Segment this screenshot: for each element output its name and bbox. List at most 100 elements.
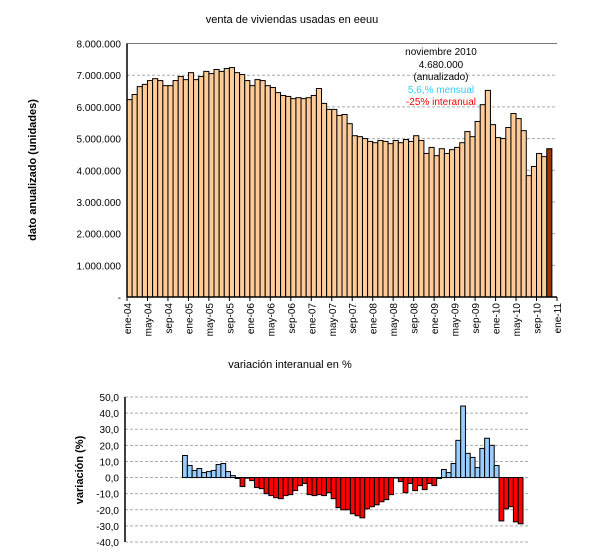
bar [417,477,423,487]
bar [162,85,169,298]
bar [369,477,375,508]
bar [131,94,138,298]
y-tick-label: -40,0 [96,538,119,549]
bar [269,87,276,298]
bar [449,149,456,298]
bar [274,92,282,298]
x-tick-label: sep-04 [164,303,175,334]
bar [438,148,445,298]
bar [388,477,395,496]
y-tick-label: 10,0 [100,457,120,468]
y-tick-label: - [118,293,121,304]
bar [187,72,195,298]
bar [198,75,205,298]
bar [489,124,497,298]
bar [177,75,184,298]
annotation-yearly: -25% interanual [406,97,476,108]
bar [361,138,369,298]
y-tick-label: 5.000.000 [77,135,122,146]
bar [341,113,348,298]
bar [479,447,486,479]
bar [345,477,351,511]
bar [136,86,143,298]
bar [285,95,292,298]
bar [282,477,289,497]
bar [484,437,490,479]
bar [351,135,358,298]
bar [234,477,241,480]
bar [455,439,462,479]
bar [349,477,356,515]
bar [228,67,235,298]
annotation-line-3: (anualizado) [413,72,468,83]
bar [517,477,524,525]
annotation-line-2: 4.680.000 [419,60,464,71]
bar [402,139,410,298]
bar [152,78,159,298]
bar [500,138,507,298]
bar [141,83,148,298]
bar [421,477,428,491]
x-tick-label: ene-04 [123,303,134,335]
bar [479,104,486,298]
bar [225,471,231,479]
bar [443,152,450,298]
x-tick-label: ene-10 [492,303,503,335]
y-tick-label: 1.000.000 [77,261,122,272]
bar [397,477,404,483]
bar [340,477,347,511]
bar [515,118,522,298]
y-tick-label: 20,0 [100,441,120,452]
bar [393,477,399,479]
bar [310,94,317,298]
bar [377,139,384,298]
bar [268,477,275,497]
y-tick-label: 50,0 [100,393,120,404]
x-tick-label: may-04 [143,303,154,337]
bar [201,472,208,479]
bar [450,463,457,479]
x-tick-label: ene-11 [553,303,564,334]
y-tick-label: 4.000.000 [77,166,122,177]
bar [335,477,342,509]
bar [445,472,452,479]
bar [387,143,394,298]
y-tick-label: -20,0 [96,506,119,517]
bar [493,464,500,479]
bar [495,137,502,298]
bottom-chart-ylabel: variación (%) [74,435,86,504]
bar [259,80,266,298]
bar [213,68,220,298]
bar [364,477,371,510]
annotation-monthly: 5,6,% mensual [408,85,474,96]
y-tick-label: 7.000.000 [77,71,122,82]
bar [220,463,227,479]
x-tick-label: sep-10 [533,303,544,334]
bar [536,152,543,298]
bar [474,120,481,298]
x-tick-label: ene-07 [307,303,318,335]
bar [498,477,505,522]
top-chart-title: venta de viviendas usadas en eeuu [206,14,378,26]
bottom-chart-title: variación interanual en % [228,359,352,371]
y-tick-label: 6.000.000 [77,103,122,114]
bar [407,477,414,485]
bar [254,79,261,298]
bar [541,156,548,298]
bar [218,70,225,298]
bar [182,454,188,479]
bar [418,139,425,298]
bar [367,140,374,298]
bar [273,477,279,499]
bar [525,175,532,298]
bar [402,477,409,494]
bar [311,477,318,497]
bar [244,80,251,298]
bar [258,477,265,490]
bar [326,108,333,298]
x-tick-label: sep-05 [225,303,236,334]
bar [373,477,380,506]
bar [290,98,297,298]
x-tick-label: ene-08 [369,303,380,335]
